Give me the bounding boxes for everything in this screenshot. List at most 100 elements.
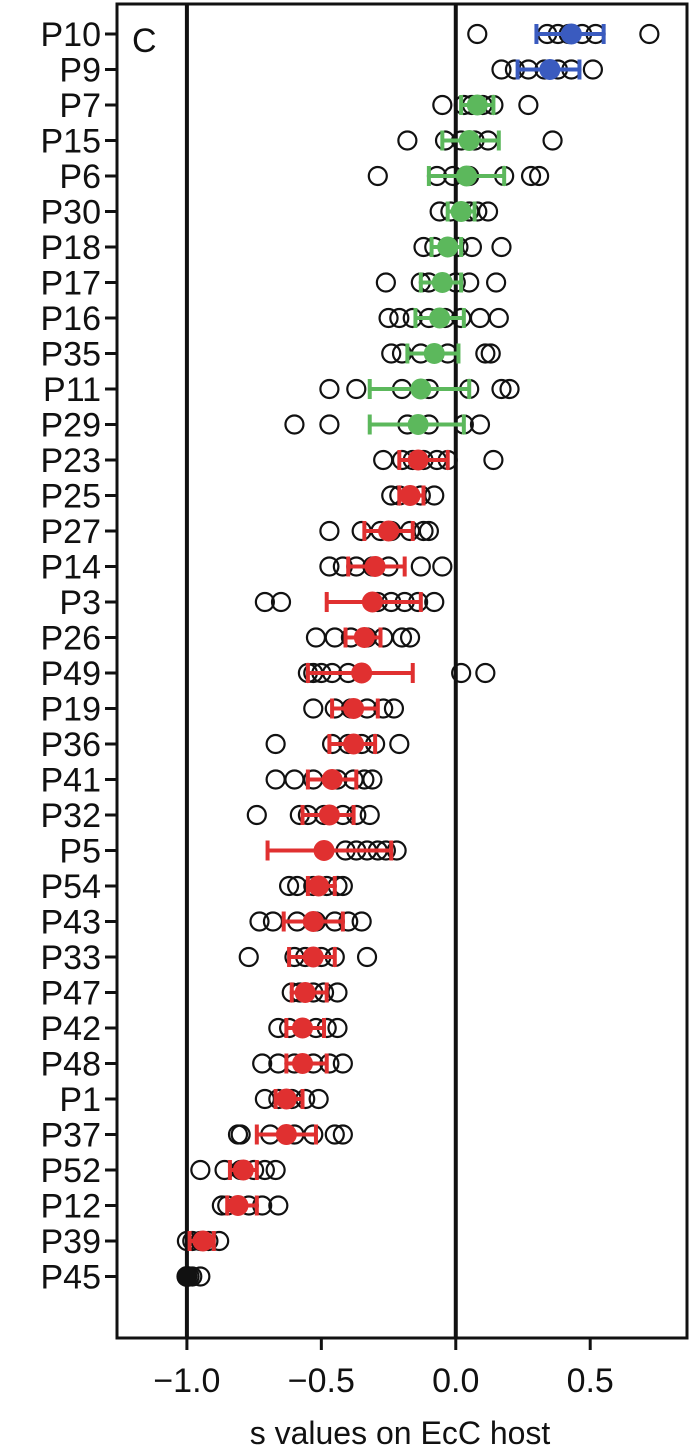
row-p47 xyxy=(281,982,348,1003)
replicate-point xyxy=(529,165,550,187)
mean-point xyxy=(364,556,386,577)
mean-point xyxy=(560,23,582,45)
replicate-point xyxy=(356,946,378,968)
replicate-point xyxy=(249,911,270,932)
y-tick-label: P35 xyxy=(41,336,102,374)
mean-point xyxy=(378,520,400,542)
replicate-point xyxy=(467,23,488,45)
y-tick-label: P10 xyxy=(41,16,102,54)
replicate-point xyxy=(399,627,421,648)
x-tick-label: −0.5 xyxy=(288,1362,355,1400)
replicate-point xyxy=(418,520,439,542)
mean-point xyxy=(466,94,488,116)
y-tick-label: P16 xyxy=(41,300,102,338)
row-p23 xyxy=(373,449,504,471)
mean-point xyxy=(232,1159,254,1181)
replicate-point xyxy=(389,307,410,329)
row-p48 xyxy=(252,1053,353,1074)
replicate-point xyxy=(252,1053,273,1074)
y-tick-label: P37 xyxy=(41,1117,102,1155)
y-tick-label: P42 xyxy=(41,1010,102,1048)
x-axis: −1.0 −0.5 0.0 0.5 xyxy=(153,1338,614,1400)
y-tick-label: P26 xyxy=(41,620,102,658)
replicate-point xyxy=(410,556,431,577)
mean-point xyxy=(539,59,561,80)
mean-point xyxy=(407,449,429,471)
replicate-point xyxy=(367,165,388,187)
mean-point xyxy=(292,1053,314,1074)
y-tick-label: P25 xyxy=(41,478,102,516)
mean-point xyxy=(437,236,459,258)
y-tick-label: P15 xyxy=(41,123,102,161)
replicate-point xyxy=(284,414,305,435)
replicate-point xyxy=(389,733,410,755)
row-p52 xyxy=(190,1159,286,1181)
replicate-point xyxy=(488,307,509,329)
row-p39 xyxy=(176,1230,230,1252)
replicate-point xyxy=(486,272,507,293)
replicate-point xyxy=(246,804,267,826)
row-p11 xyxy=(319,378,520,400)
row-p32 xyxy=(246,804,380,826)
replicate-point xyxy=(520,165,542,187)
row-p5 xyxy=(265,840,407,861)
y-tick-label: P9 xyxy=(59,52,101,90)
replicate-point xyxy=(359,804,380,826)
mean-point xyxy=(429,307,451,329)
replicate-point xyxy=(238,946,259,968)
replicate-point xyxy=(351,911,372,932)
mean-point xyxy=(343,733,365,755)
y-tick-label: P47 xyxy=(41,975,102,1013)
mean-point xyxy=(361,591,383,613)
replicate-point xyxy=(381,343,402,364)
replicate-point xyxy=(542,130,563,151)
replicate-point xyxy=(303,698,324,719)
replicate-point xyxy=(278,875,300,897)
row-p15 xyxy=(397,130,563,151)
row-p26 xyxy=(305,627,421,648)
replicate-point xyxy=(319,520,340,542)
replicate-point xyxy=(270,591,292,613)
mean-point xyxy=(275,1088,297,1110)
y-tick-label: P43 xyxy=(41,904,102,942)
y-tick-label: P33 xyxy=(41,939,102,977)
mean-point xyxy=(423,343,445,364)
mean-point xyxy=(410,378,432,400)
row-p17 xyxy=(375,272,507,293)
replicate-point xyxy=(469,414,491,435)
replicate-point xyxy=(319,414,340,435)
y-tick-label: P7 xyxy=(59,87,101,125)
mean-point xyxy=(313,840,335,861)
replicate-point xyxy=(308,1088,329,1110)
row-p35 xyxy=(381,343,501,364)
replicate-point xyxy=(491,236,512,258)
row-p45 xyxy=(176,1266,211,1287)
y-tick-label: P3 xyxy=(59,584,101,622)
plot-frame xyxy=(115,2,689,1340)
row-p7 xyxy=(432,94,539,116)
y-tick-label: P6 xyxy=(59,158,101,196)
replicate-point xyxy=(332,1053,353,1074)
mean-point xyxy=(292,1017,314,1039)
replicate-point xyxy=(639,23,660,45)
mean-point xyxy=(318,804,340,826)
replicate-point xyxy=(346,378,367,400)
row-p25 xyxy=(381,485,445,506)
replicate-point xyxy=(451,662,472,684)
mean-point xyxy=(275,1124,297,1145)
mean-point xyxy=(308,875,330,897)
replicate-point xyxy=(483,449,504,471)
replicate-point xyxy=(424,591,445,613)
mean-point xyxy=(321,769,343,790)
y-tick-label: P5 xyxy=(59,833,101,871)
replicate-point xyxy=(397,130,418,151)
y-tick-label: P32 xyxy=(41,797,102,835)
y-tick-label: P45 xyxy=(41,1259,102,1297)
replicate-point xyxy=(324,1124,345,1145)
mean-point xyxy=(353,627,375,648)
row-p10 xyxy=(467,23,660,45)
replicate-point xyxy=(319,378,340,400)
row-p18 xyxy=(413,236,512,258)
replicate-point xyxy=(432,556,453,577)
